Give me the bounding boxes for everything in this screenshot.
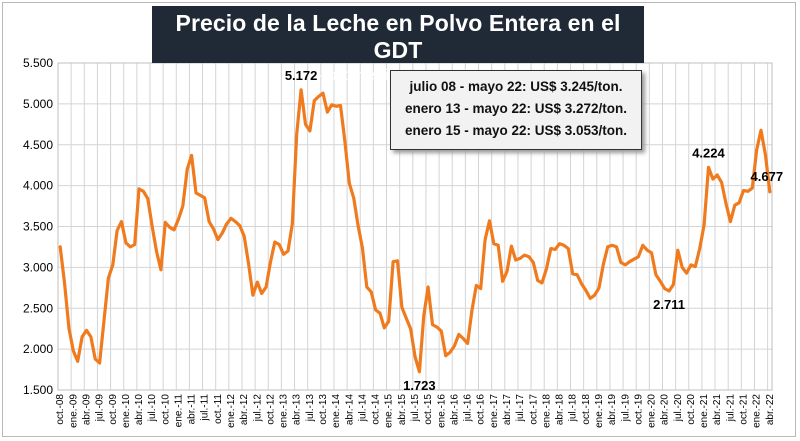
- chart-title: Precio de la Leche en Polvo Entera en el…: [152, 10, 644, 64]
- average-line-1: julio 08 - mayo 22: US$ 3.245/ton.: [391, 76, 641, 98]
- x-tick-label: jul.-16: [463, 394, 474, 423]
- x-tick-label: abr.-19: [607, 394, 618, 426]
- x-tick-label: abr.-18: [555, 394, 566, 426]
- x-tick-label: abr.-22: [765, 394, 776, 426]
- x-tick-label: ene.-17: [489, 394, 500, 428]
- x-tick-label: abr.-21: [712, 394, 723, 426]
- average-price-box: julio 08 - mayo 22: US$ 3.245/ton. enero…: [390, 70, 642, 150]
- x-tick-label: ene.-22: [752, 394, 763, 428]
- x-tick-label: jul.-09: [95, 394, 106, 423]
- x-tick-label: jul.-18: [568, 394, 579, 423]
- x-axis-labels: oct.-08 ene.-09 abr.-09 jul.-09 oct.-09 ene.-…: [55, 394, 776, 428]
- x-tick-label: abr.-13: [292, 394, 303, 426]
- x-tick-label: oct.-08: [55, 394, 66, 425]
- x-tick-label: ene.-12: [226, 394, 237, 428]
- x-tick-label: oct.-09: [108, 394, 119, 425]
- x-tick-label: jul.-19: [620, 394, 631, 423]
- x-tick-label: ene.-16: [436, 394, 447, 428]
- x-tick-label: ene.-18: [541, 394, 552, 428]
- x-tick-label: oct.-21: [739, 394, 750, 425]
- x-tick-label: abr.-11: [187, 394, 198, 425]
- y-tick-label: 5.000: [23, 97, 53, 111]
- data-label: 4.677: [751, 169, 784, 184]
- x-tick-label: oct.-17: [528, 394, 539, 425]
- y-tick-label: 3.000: [23, 260, 53, 274]
- x-tick-label: oct.-13: [318, 394, 329, 425]
- x-tick-label: oct.-11: [213, 394, 224, 424]
- x-tick-label: abr.-14: [344, 394, 355, 426]
- x-tick-label: jul.-13: [305, 394, 316, 423]
- data-label: 2.711: [653, 297, 685, 312]
- y-tick-label: 5.500: [23, 56, 53, 70]
- y-axis-labels: 1.500 2.000 2.500 3.000 3.500 4.000 4.500 5.000…: [23, 56, 53, 397]
- x-tick-label: oct.-12: [265, 394, 276, 425]
- x-tick-label: ene.-13: [279, 394, 290, 428]
- x-tick-label: ene.-20: [647, 394, 658, 428]
- data-label: 1.723: [403, 378, 436, 393]
- x-tick-label: jul.-21: [725, 394, 736, 423]
- y-tick-label: 4.500: [23, 138, 53, 152]
- x-tick-label: ene.-10: [121, 394, 132, 428]
- x-tick-label: abr.-20: [660, 394, 671, 426]
- x-tick-label: abr.-10: [134, 394, 145, 426]
- x-tick-label: jul.-12: [252, 394, 263, 423]
- x-tick-label: ene.-11: [173, 394, 184, 428]
- x-tick-label: ene.-21: [699, 394, 710, 428]
- y-tick-label: 2.000: [23, 342, 53, 356]
- x-tick-label: abr.-15: [397, 394, 408, 426]
- x-tick-label: oct.-10: [160, 394, 171, 425]
- x-tick-label: ene.-15: [384, 394, 395, 428]
- y-tick-label: 1.500: [23, 383, 53, 397]
- x-tick-label: abr.-17: [502, 394, 513, 426]
- x-tick-label: jul.-14: [357, 394, 368, 423]
- x-tick-label: ene.-19: [594, 394, 605, 428]
- average-line-2: enero 13 - mayo 22: US$ 3.272/ton.: [391, 98, 641, 120]
- x-tick-label: oct.-20: [686, 394, 697, 425]
- y-tick-label: 4.000: [23, 179, 53, 193]
- x-tick-label: abr.-16: [449, 394, 460, 426]
- x-tick-label: oct.-15: [423, 394, 434, 425]
- x-tick-label: jul.-10: [147, 394, 158, 423]
- x-tick-label: oct.-14: [371, 394, 382, 425]
- x-tick-label: jul.-20: [673, 394, 684, 423]
- title-box: Precio de la Leche en Polvo Entera en el…: [152, 6, 644, 63]
- x-tick-label: oct.-16: [476, 394, 487, 425]
- x-tick-label: jul.-11: [200, 394, 211, 422]
- y-tick-label: 2.500: [23, 301, 53, 315]
- average-line-3: enero 15 - mayo 22: US$ 3.053/ton.: [391, 120, 641, 142]
- x-tick-label: ene.-14: [331, 394, 342, 428]
- x-tick-label: oct.-19: [633, 394, 644, 425]
- x-tick-label: abr.-12: [239, 394, 250, 426]
- y-tick-label: 3.500: [23, 220, 53, 234]
- data-label: 4.224: [692, 145, 725, 160]
- x-tick-label: abr.-09: [81, 394, 92, 426]
- x-tick-label: ene.-09: [68, 394, 79, 428]
- data-label: 3.925: [782, 0, 800, 3]
- x-tick-label: jul.-15: [410, 394, 421, 423]
- x-tick-label: oct.-18: [581, 394, 592, 425]
- x-tick-label: jul.-17: [515, 394, 526, 423]
